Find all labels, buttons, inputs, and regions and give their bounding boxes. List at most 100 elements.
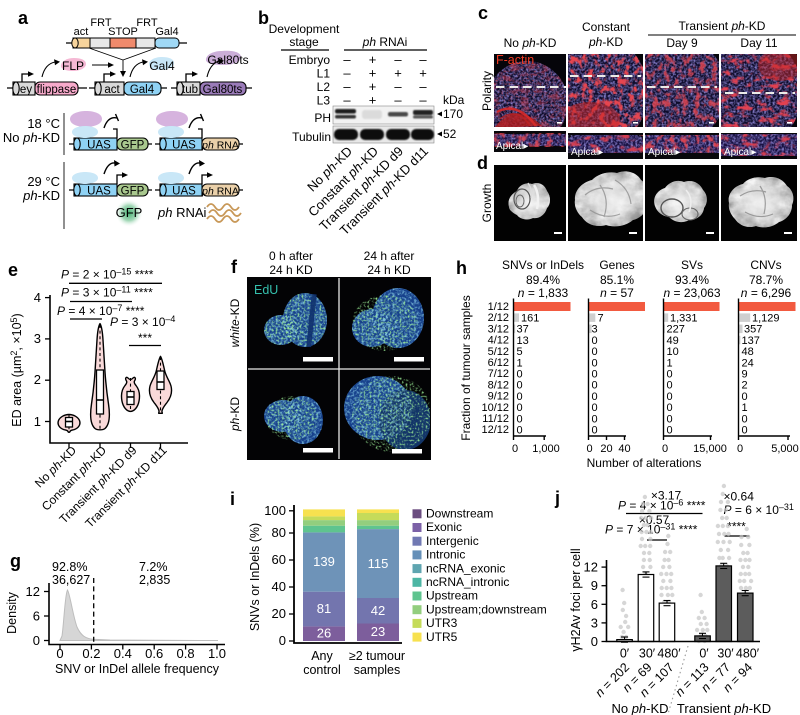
svg-text:No ph-KD: No ph-KD — [3, 130, 60, 145]
svg-text:–: – — [419, 79, 427, 94]
svg-text:–: – — [343, 52, 351, 67]
svg-text:10/12: 10/12 — [481, 402, 509, 414]
svg-text:×0.64: ×0.64 — [724, 490, 755, 504]
svg-text:Intergenic: Intergenic — [426, 534, 479, 548]
svg-text:ph RNAi: ph RNAi — [362, 35, 408, 49]
svg-text:No ph-KD: No ph-KD — [504, 36, 557, 50]
svg-text:7/12: 7/12 — [488, 368, 509, 380]
svg-text:Transient ph-KD: Transient ph-KD — [677, 701, 771, 715]
svg-text:n = 23,063: n = 23,063 — [663, 286, 720, 300]
svg-text:0 h after: 0 h after — [269, 249, 313, 263]
svg-text:0: 0 — [517, 413, 523, 425]
svg-text:F-actin: F-actin — [496, 53, 534, 67]
svg-text:UAS: UAS — [87, 186, 111, 198]
svg-text:FRT: FRT — [136, 17, 157, 29]
svg-text:0: 0 — [667, 402, 673, 414]
svg-text:0: 0 — [742, 413, 748, 425]
svg-text:1: 1 — [742, 402, 748, 414]
svg-text:0: 0 — [591, 634, 598, 649]
svg-text:40: 40 — [618, 443, 630, 455]
svg-text:Downstream: Downstream — [426, 507, 493, 521]
svg-text:13: 13 — [517, 335, 529, 347]
svg-text:ph-KD: ph-KD — [588, 35, 623, 49]
svg-text:0: 0 — [742, 425, 748, 437]
svg-text:SNV or InDel allele frequency: SNV or InDel allele frequency — [55, 662, 220, 676]
svg-text:n = 1,833: n = 1,833 — [518, 286, 569, 300]
svg-text:9/12: 9/12 — [488, 391, 509, 403]
svg-text:4/12: 4/12 — [488, 335, 509, 347]
svg-text:g: g — [10, 551, 21, 571]
svg-text:white-KD: white-KD — [228, 298, 242, 347]
svg-text:e: e — [8, 260, 18, 280]
svg-text:3: 3 — [591, 615, 598, 630]
svg-text:SNVs or InDels (%): SNVs or InDels (%) — [248, 523, 262, 631]
svg-text:480′: 480′ — [657, 647, 681, 661]
svg-text:γH2Av foci per cell: γH2Av foci per cell — [569, 548, 583, 651]
svg-text:0: 0 — [592, 391, 598, 403]
svg-text:12: 12 — [26, 584, 40, 599]
svg-text:–: – — [394, 79, 402, 94]
svg-text:Day 11: Day 11 — [740, 36, 777, 50]
svg-text:UTR5: UTR5 — [426, 630, 458, 644]
svg-text:8/12: 8/12 — [488, 379, 509, 391]
svg-text:n = 57: n = 57 — [600, 286, 634, 300]
svg-text:c: c — [478, 3, 488, 23]
svg-text:2/12: 2/12 — [488, 312, 509, 324]
svg-text:0: 0 — [517, 402, 523, 414]
svg-text:ph-KD: ph-KD — [228, 397, 242, 432]
svg-text:Embryo: Embryo — [289, 53, 331, 67]
svg-text:357: 357 — [744, 324, 762, 336]
svg-text:×3.17: ×3.17 — [651, 489, 682, 503]
svg-text:1,331: 1,331 — [670, 313, 698, 325]
svg-text:0: 0 — [737, 443, 743, 455]
svg-text:9: 9 — [591, 578, 598, 593]
svg-text:81: 81 — [317, 601, 331, 616]
svg-text:2,835: 2,835 — [139, 573, 170, 587]
svg-text:2: 2 — [742, 380, 748, 392]
svg-text:1: 1 — [517, 357, 523, 369]
svg-text:CNVs: CNVs — [750, 258, 781, 272]
svg-text:Fraction of tumour samples: Fraction of tumour samples — [459, 295, 473, 440]
svg-text:PH: PH — [314, 111, 331, 125]
svg-text:1: 1 — [667, 357, 673, 369]
svg-text:i: i — [230, 489, 235, 509]
svg-text:0: 0 — [667, 380, 673, 392]
svg-text:h: h — [456, 258, 467, 278]
svg-text:Apical▸: Apical▸ — [648, 147, 680, 158]
svg-text:Upstream: Upstream — [426, 589, 478, 603]
svg-text:Intronic: Intronic — [426, 548, 465, 562]
svg-text:24 h KD: 24 h KD — [269, 263, 313, 277]
svg-text:–: – — [343, 79, 351, 94]
svg-text:L3: L3 — [317, 94, 331, 108]
svg-text:Exonic: Exonic — [426, 520, 462, 534]
svg-text:L1: L1 — [317, 67, 331, 81]
svg-text:0: 0 — [592, 425, 598, 437]
svg-text:161: 161 — [521, 313, 539, 325]
svg-text:ey: ey — [20, 84, 32, 96]
svg-text:No ph-KD: No ph-KD — [611, 701, 668, 715]
svg-text:SVs: SVs — [681, 258, 703, 272]
svg-text:f: f — [231, 257, 238, 277]
svg-text:≥2 tumour: ≥2 tumour — [349, 649, 405, 663]
svg-text:EdU: EdU — [254, 283, 278, 297]
svg-text:0.4: 0.4 — [114, 646, 132, 661]
svg-text:0.8: 0.8 — [177, 646, 195, 661]
svg-text:Gal4: Gal4 — [149, 59, 175, 73]
svg-text:29 °C: 29 °C — [27, 174, 60, 189]
svg-text:1,129: 1,129 — [752, 313, 780, 325]
svg-text:89.4%: 89.4% — [526, 273, 560, 287]
svg-text:GFP: GFP — [121, 140, 145, 152]
svg-text:Gal80ts: Gal80ts — [207, 53, 248, 67]
svg-text:12: 12 — [584, 560, 598, 575]
svg-text:0: 0 — [56, 646, 63, 661]
svg-text:0: 0 — [667, 413, 673, 425]
svg-text:2: 2 — [34, 372, 41, 387]
svg-text:–: – — [419, 93, 427, 108]
svg-text:P = 4 × 10–6 ****: P = 4 × 10–6 **** — [618, 498, 706, 513]
svg-text:6: 6 — [33, 609, 40, 624]
svg-text:5/12: 5/12 — [488, 346, 509, 358]
svg-text:26: 26 — [317, 626, 331, 641]
svg-text:ph RNAi: ph RNAi — [157, 205, 207, 220]
svg-text:100: 100 — [264, 503, 286, 518]
svg-text:139: 139 — [313, 554, 335, 569]
